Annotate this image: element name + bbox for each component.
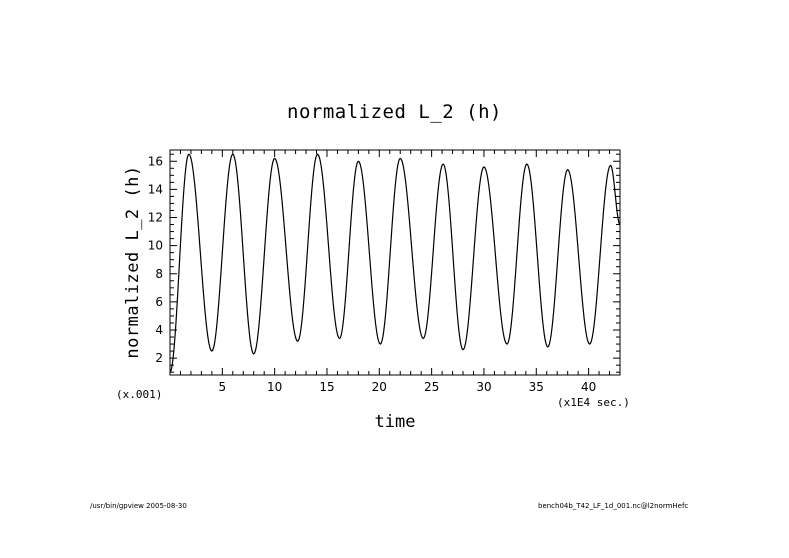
x-tick-label: 40 (581, 380, 596, 394)
y-tick-label: 8 (155, 267, 163, 281)
y-tick-label: 14 (148, 182, 163, 196)
footer-right-text: bench04b_T42_LF_1d_001.nc@l2normHefc (538, 502, 689, 510)
plot-frame (169, 149, 621, 376)
x-tick-label: 5 (219, 380, 227, 394)
x-tick-label: 35 (529, 380, 544, 394)
x-tick-label: 25 (424, 380, 439, 394)
x-tick-label: 20 (372, 380, 387, 394)
y-tick-label: 12 (148, 211, 163, 225)
y-tick-label: 2 (155, 351, 163, 365)
x-tick-label: 15 (319, 380, 334, 394)
x-tick-label: 30 (476, 380, 491, 394)
y-tick-label: 16 (148, 154, 163, 168)
footer-left-text: /usr/bin/gpview 2005-08-30 (90, 502, 187, 510)
series-line (169, 153, 621, 373)
y-axis-scale-label: (x.001) (116, 388, 163, 401)
x-tick-label: 10 (267, 380, 282, 394)
x-axis-label: time (374, 412, 416, 432)
y-tick-label: 4 (155, 323, 163, 337)
y-tick-label: 6 (155, 295, 163, 309)
y-tick-label: 10 (148, 239, 163, 253)
x-axis-unit-label: (x1E4 sec.) (557, 396, 630, 409)
chart-title: normalized L_2 (h) (287, 101, 502, 123)
